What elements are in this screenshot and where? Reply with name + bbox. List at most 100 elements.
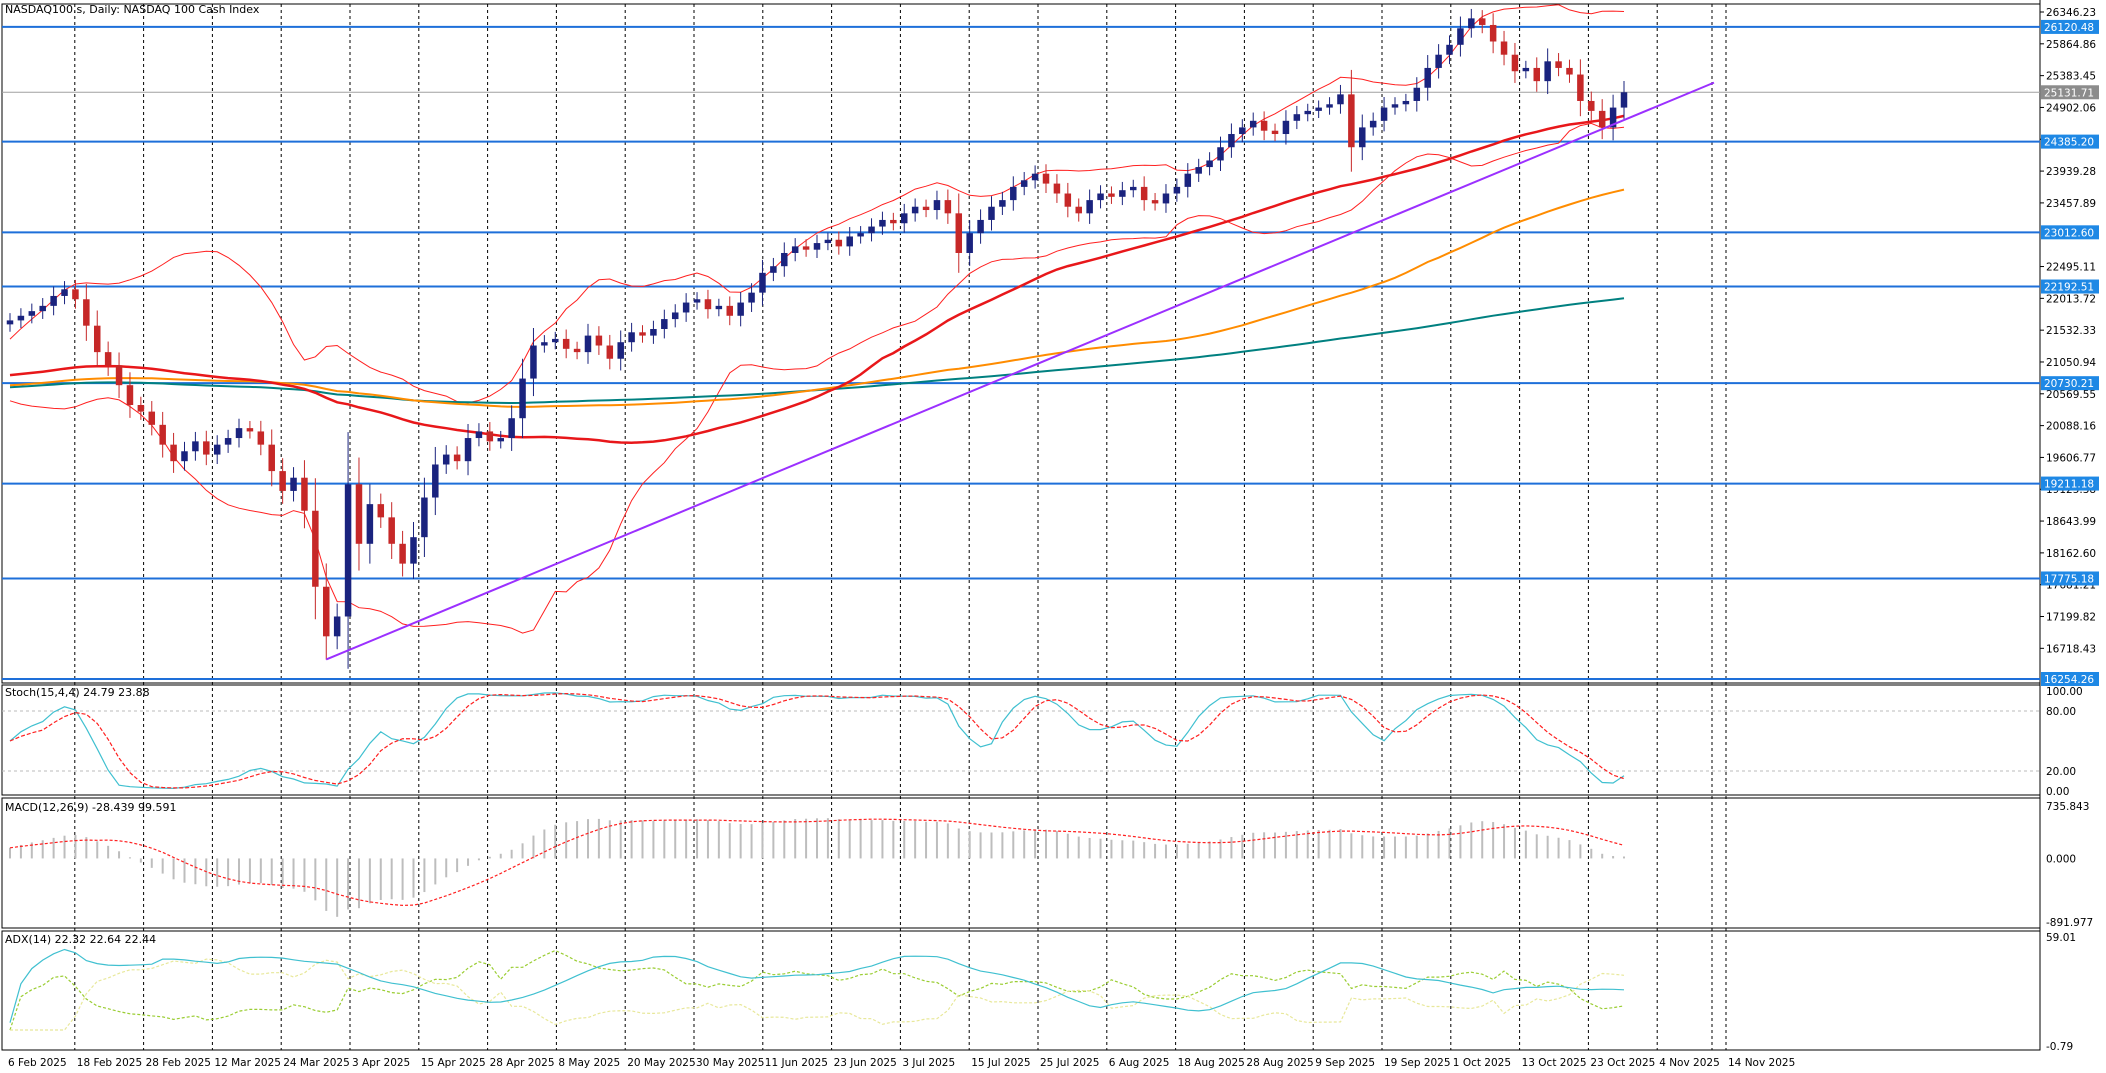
candle-body bbox=[28, 311, 36, 316]
candle-body bbox=[1010, 186, 1017, 201]
candle-body bbox=[1413, 87, 1421, 101]
adx-title: ADX(14) 22.32 22.64 22.44 bbox=[5, 933, 156, 946]
y-tick-label: 25864.86 bbox=[2046, 39, 2096, 51]
candle-body bbox=[857, 233, 864, 237]
y-tick-label: 25383.45 bbox=[2046, 71, 2096, 83]
candle-body bbox=[1326, 104, 1333, 108]
candle-body bbox=[323, 586, 330, 637]
axes: 6 Feb 2025 18 Feb 2025 28 Feb 2025 12 Mar 2… bbox=[8, 7, 2099, 1069]
candle-body bbox=[639, 332, 646, 336]
candle-body bbox=[1348, 94, 1355, 148]
candle-body bbox=[1315, 107, 1322, 111]
candle-body bbox=[1206, 160, 1213, 168]
candle-body bbox=[61, 289, 68, 296]
candle-body bbox=[868, 226, 875, 234]
candle-body bbox=[410, 537, 417, 564]
candle-body bbox=[279, 471, 286, 491]
candle-body bbox=[628, 332, 635, 343]
candle-body bbox=[781, 252, 788, 267]
adx-tick-label: -0.79 bbox=[2046, 1041, 2073, 1053]
candle-body bbox=[759, 272, 766, 293]
candle-body bbox=[1108, 193, 1115, 197]
stoch-tick-label: 80.00 bbox=[2046, 706, 2076, 718]
candle-body bbox=[911, 206, 919, 214]
candle-body bbox=[1391, 104, 1399, 108]
candle-body bbox=[148, 411, 156, 425]
candle-body bbox=[1620, 92, 1628, 108]
candle-body bbox=[573, 348, 581, 353]
candle-body bbox=[1577, 74, 1584, 101]
candle-body bbox=[530, 345, 537, 379]
candle-body bbox=[1271, 130, 1279, 135]
macd-tick-label: 0.000 bbox=[2046, 853, 2076, 865]
adx-main-line bbox=[9, 948, 1625, 1023]
candle-body bbox=[1522, 67, 1530, 72]
candle-body bbox=[486, 431, 494, 442]
candle-body bbox=[1086, 200, 1093, 214]
candle-body bbox=[126, 385, 134, 405]
candle-body bbox=[421, 497, 428, 538]
candle-body bbox=[933, 200, 941, 211]
x-tick-label: 30 May 2025 bbox=[696, 1057, 764, 1069]
candle-body bbox=[268, 444, 275, 472]
level-tag bbox=[2041, 476, 2099, 491]
stoch-main-line bbox=[9, 692, 1625, 790]
candle-body bbox=[1020, 180, 1028, 187]
x-tick-label: 8 May 2025 bbox=[558, 1057, 620, 1069]
current-price-tag bbox=[2041, 85, 2099, 100]
level-tag-label: 20730.21 bbox=[2044, 378, 2094, 390]
level-tag-label: 26120.48 bbox=[2044, 22, 2094, 34]
level-tag bbox=[2041, 134, 2099, 149]
candle-body bbox=[1031, 173, 1039, 181]
candle-body bbox=[1217, 147, 1224, 161]
stoch-title: Stoch(15,4,4) 24.79 23.88 bbox=[5, 686, 150, 699]
y-tick-label: 18162.60 bbox=[2046, 548, 2096, 560]
candle-body bbox=[50, 295, 57, 306]
x-tick-label: 15 Jul 2025 bbox=[971, 1057, 1030, 1069]
y-tick-label: 24902.06 bbox=[2046, 102, 2096, 114]
candle-body bbox=[170, 444, 177, 462]
candle-body bbox=[552, 338, 559, 343]
candle-body bbox=[432, 464, 439, 498]
candle-body bbox=[1478, 18, 1486, 25]
candle-body bbox=[1097, 193, 1104, 201]
candle-body bbox=[944, 200, 952, 214]
x-tick-label: 18 Feb 2025 bbox=[77, 1057, 142, 1069]
current-price-label: 25131.71 bbox=[2044, 87, 2094, 99]
candle-body bbox=[813, 243, 821, 250]
price-pane bbox=[2, 4, 2040, 680]
candle-body bbox=[1119, 190, 1126, 197]
candle-body bbox=[453, 454, 461, 462]
candle-body bbox=[39, 305, 46, 312]
candle-body bbox=[617, 342, 624, 359]
candle-body bbox=[1588, 100, 1595, 111]
candle-body bbox=[1042, 173, 1050, 184]
candle-body bbox=[595, 335, 603, 346]
level-tag bbox=[2041, 225, 2099, 240]
candle-body bbox=[93, 325, 101, 353]
candle-body bbox=[682, 302, 690, 313]
candle-body bbox=[541, 342, 548, 346]
x-tick-label: 23 Jun 2025 bbox=[834, 1057, 897, 1069]
candle-body bbox=[1140, 186, 1148, 201]
candle-body bbox=[333, 616, 341, 637]
x-tick-label: 12 Mar 2025 bbox=[214, 1057, 281, 1069]
macd-title: MACD(12,26,9) -28.439 99.591 bbox=[5, 801, 176, 814]
x-tick-label: 4 Nov 2025 bbox=[1659, 1057, 1720, 1069]
candle-body bbox=[1337, 94, 1344, 105]
level-tag bbox=[2041, 279, 2099, 294]
y-tick-label: 20569.55 bbox=[2046, 389, 2096, 401]
candle-body bbox=[497, 438, 504, 442]
x-tick-label: 11 Jun 2025 bbox=[765, 1057, 828, 1069]
candle-body bbox=[1228, 134, 1235, 148]
candle-body bbox=[1162, 193, 1170, 204]
x-tick-label: 15 Apr 2025 bbox=[421, 1057, 486, 1069]
candle-body bbox=[1489, 24, 1497, 42]
candle-body bbox=[519, 378, 526, 419]
candle-body bbox=[661, 319, 668, 329]
y-tick-label: 17199.82 bbox=[2046, 612, 2096, 624]
candle-body bbox=[1598, 110, 1606, 128]
candle-body bbox=[1053, 183, 1061, 194]
candle-body bbox=[115, 365, 123, 386]
